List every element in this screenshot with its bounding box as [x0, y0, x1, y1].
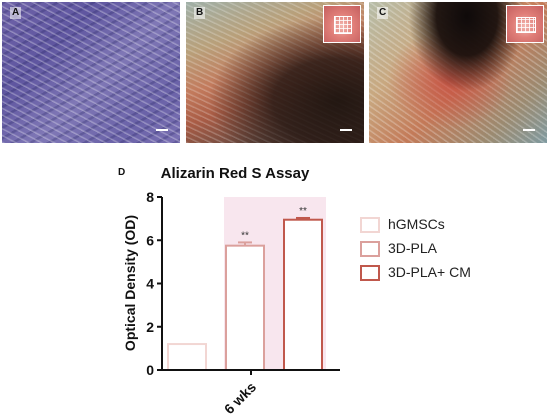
chart-panel-label: D: [118, 167, 125, 178]
legend-label: 3D-PLA+ CM: [388, 264, 471, 280]
y-tick-label: 8: [146, 189, 154, 205]
panel-a-micrograph: A: [2, 2, 180, 143]
chart-title: Alizarin Red S Assay: [161, 165, 310, 182]
panel-c-label: C: [377, 7, 389, 19]
bar-3d-pla: [225, 244, 265, 371]
legend-swatch: [360, 241, 380, 257]
scale-bar: [156, 129, 168, 131]
bar-3d-pla-cm: [283, 218, 323, 371]
y-axis-label: Optical Density (OD): [122, 215, 138, 351]
y-tick-label: 0: [146, 362, 154, 378]
legend-label: hGMSCs: [388, 216, 445, 232]
legend-swatch: [360, 217, 380, 233]
significance-marker: **: [299, 206, 307, 217]
legend-label: 3D-PLA: [388, 240, 438, 256]
panel-b-label: B: [194, 7, 206, 19]
panel-c-micrograph: C: [369, 2, 547, 143]
scaffold-inset-image: [323, 5, 361, 43]
bar-hgmscs: [167, 343, 207, 371]
legend-swatch: [360, 265, 380, 281]
scaffold-inset-image: [506, 5, 544, 43]
x-tick-label: 6 wks: [221, 379, 259, 417]
y-tick-label: 6: [146, 232, 154, 248]
panel-a-label: A: [10, 7, 22, 19]
y-tick-label: 2: [146, 319, 154, 335]
panel-b-micrograph: B: [186, 2, 364, 143]
scaffold-grid-icon: [516, 17, 536, 33]
scale-bar: [340, 129, 352, 131]
significance-marker: **: [241, 230, 249, 241]
y-tick-label: 4: [146, 276, 154, 292]
scaffold-grid-icon: [334, 16, 352, 34]
scale-bar: [523, 129, 535, 131]
